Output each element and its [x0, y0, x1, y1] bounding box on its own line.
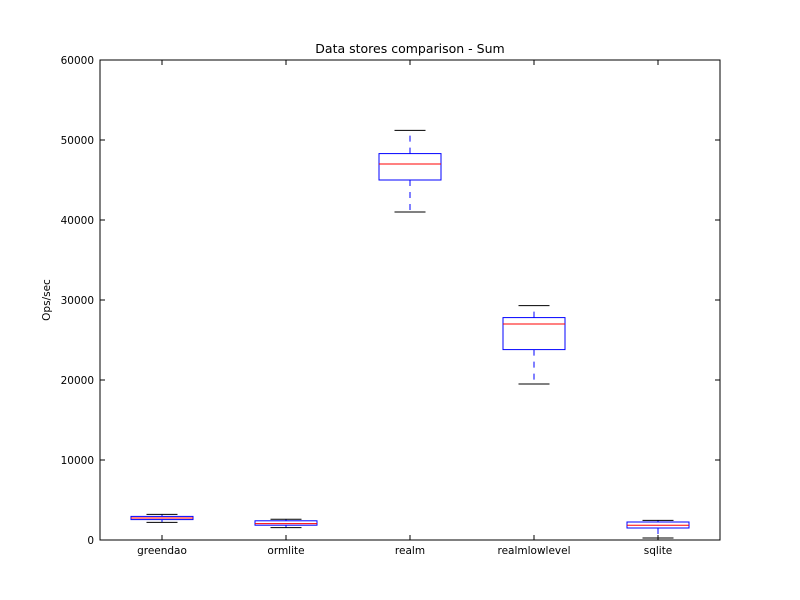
box-ormlite: [254, 518, 318, 529]
axis-ticks: 0 10000 20000 30000 40000 50000 60000 greendao o…: [61, 55, 720, 557]
y-tick-label: 60000: [61, 55, 94, 67]
y-tick-label: 40000: [61, 215, 94, 227]
box-iqr: [254, 520, 318, 526]
x-tick-label: realm: [395, 545, 425, 557]
y-axis-label: Ops/sec: [41, 279, 53, 321]
box-series: [130, 129, 690, 539]
x-tick-label: greendao: [137, 545, 187, 557]
box-iqr: [502, 317, 566, 351]
box-realm: [378, 129, 442, 213]
y-tick-label: 0: [87, 535, 94, 547]
x-tick-label: ormlite: [267, 545, 304, 557]
x-tick-label: sqlite: [644, 545, 673, 557]
chart-title: Data stores comparison - Sum: [315, 41, 504, 56]
x-tick-label: realmlowlevel: [497, 545, 570, 557]
box-sqlite: [626, 519, 690, 539]
y-tick-label: 50000: [61, 135, 94, 147]
box-realmlowlevel: [502, 305, 566, 385]
box-iqr: [378, 153, 442, 181]
box-greendao: [130, 513, 194, 523]
y-tick-label: 20000: [61, 375, 94, 387]
plot-area-frame: [99, 59, 721, 541]
y-tick-label: 10000: [61, 455, 94, 467]
y-tick-label: 30000: [61, 295, 94, 307]
